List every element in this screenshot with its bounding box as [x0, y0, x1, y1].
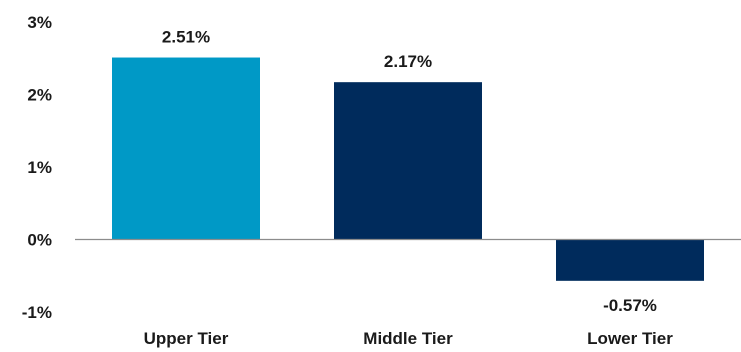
category-labels-group: Upper Tier Middle Tier Lower Tier	[144, 329, 674, 348]
bar-upper-tier	[112, 57, 260, 240]
category-label: Upper Tier	[144, 329, 229, 348]
data-label: -0.57%	[603, 296, 657, 315]
bar-middle-tier	[334, 82, 482, 240]
y-tick-label: -1%	[22, 303, 52, 322]
data-label: 2.17%	[384, 52, 432, 71]
bar-lower-tier	[556, 239, 704, 281]
category-label: Middle Tier	[363, 329, 453, 348]
y-tick-label: 2%	[27, 86, 52, 105]
y-axis-ticks: 3% 2% 1% 0% -1%	[22, 13, 52, 322]
data-labels-group: 2.51% 2.17% -0.57%	[162, 28, 657, 315]
category-label: Lower Tier	[587, 329, 673, 348]
data-label: 2.51%	[162, 28, 210, 47]
y-tick-label: 1%	[27, 158, 52, 177]
bars-group	[112, 57, 704, 281]
y-tick-label: 0%	[27, 231, 52, 250]
y-tick-label: 3%	[27, 13, 52, 32]
